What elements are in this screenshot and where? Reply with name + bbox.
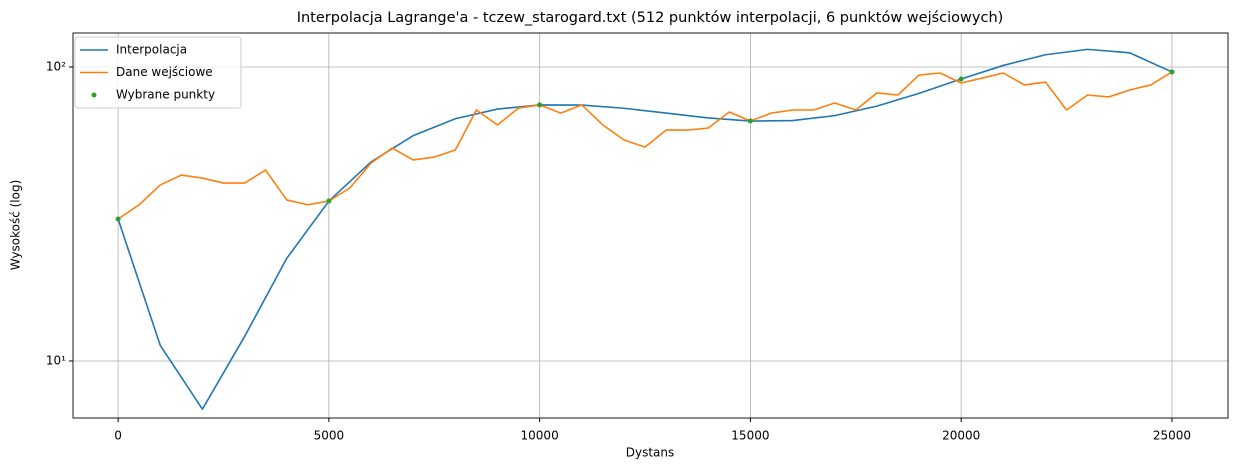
legend-label: Dane wejściowe xyxy=(116,65,213,79)
plot-frame xyxy=(72,32,1229,419)
series-line xyxy=(117,71,1173,220)
x-tick-label: 5000 xyxy=(314,429,345,443)
legend-box xyxy=(74,36,242,109)
scatter-point xyxy=(537,102,543,108)
x-tick-label: 0 xyxy=(114,429,122,443)
scatter-point xyxy=(115,216,121,222)
legend-label: Wybrane punkty xyxy=(116,88,215,102)
y-tick-label: 10² xyxy=(46,59,66,73)
x-axis-label: Dystans xyxy=(626,446,675,460)
x-tick-label: 20000 xyxy=(942,429,980,443)
scatter-point xyxy=(326,198,332,204)
y-tick-label: 10¹ xyxy=(46,354,66,368)
chart-title: Interpolacja Lagrange'a - tczew_starogar… xyxy=(297,10,1004,26)
x-tick-label: 10000 xyxy=(521,429,559,443)
x-tick-label: 25000 xyxy=(1153,429,1191,443)
y-axis-label: Wysokość (log) xyxy=(9,180,23,271)
scatter-point xyxy=(958,76,964,82)
series-line xyxy=(117,48,1173,410)
scatter-point xyxy=(1169,69,1175,75)
scatter-point xyxy=(747,118,753,124)
legend-label: Interpolacja xyxy=(116,43,187,57)
legend-marker xyxy=(91,92,97,98)
x-tick-label: 15000 xyxy=(731,429,769,443)
